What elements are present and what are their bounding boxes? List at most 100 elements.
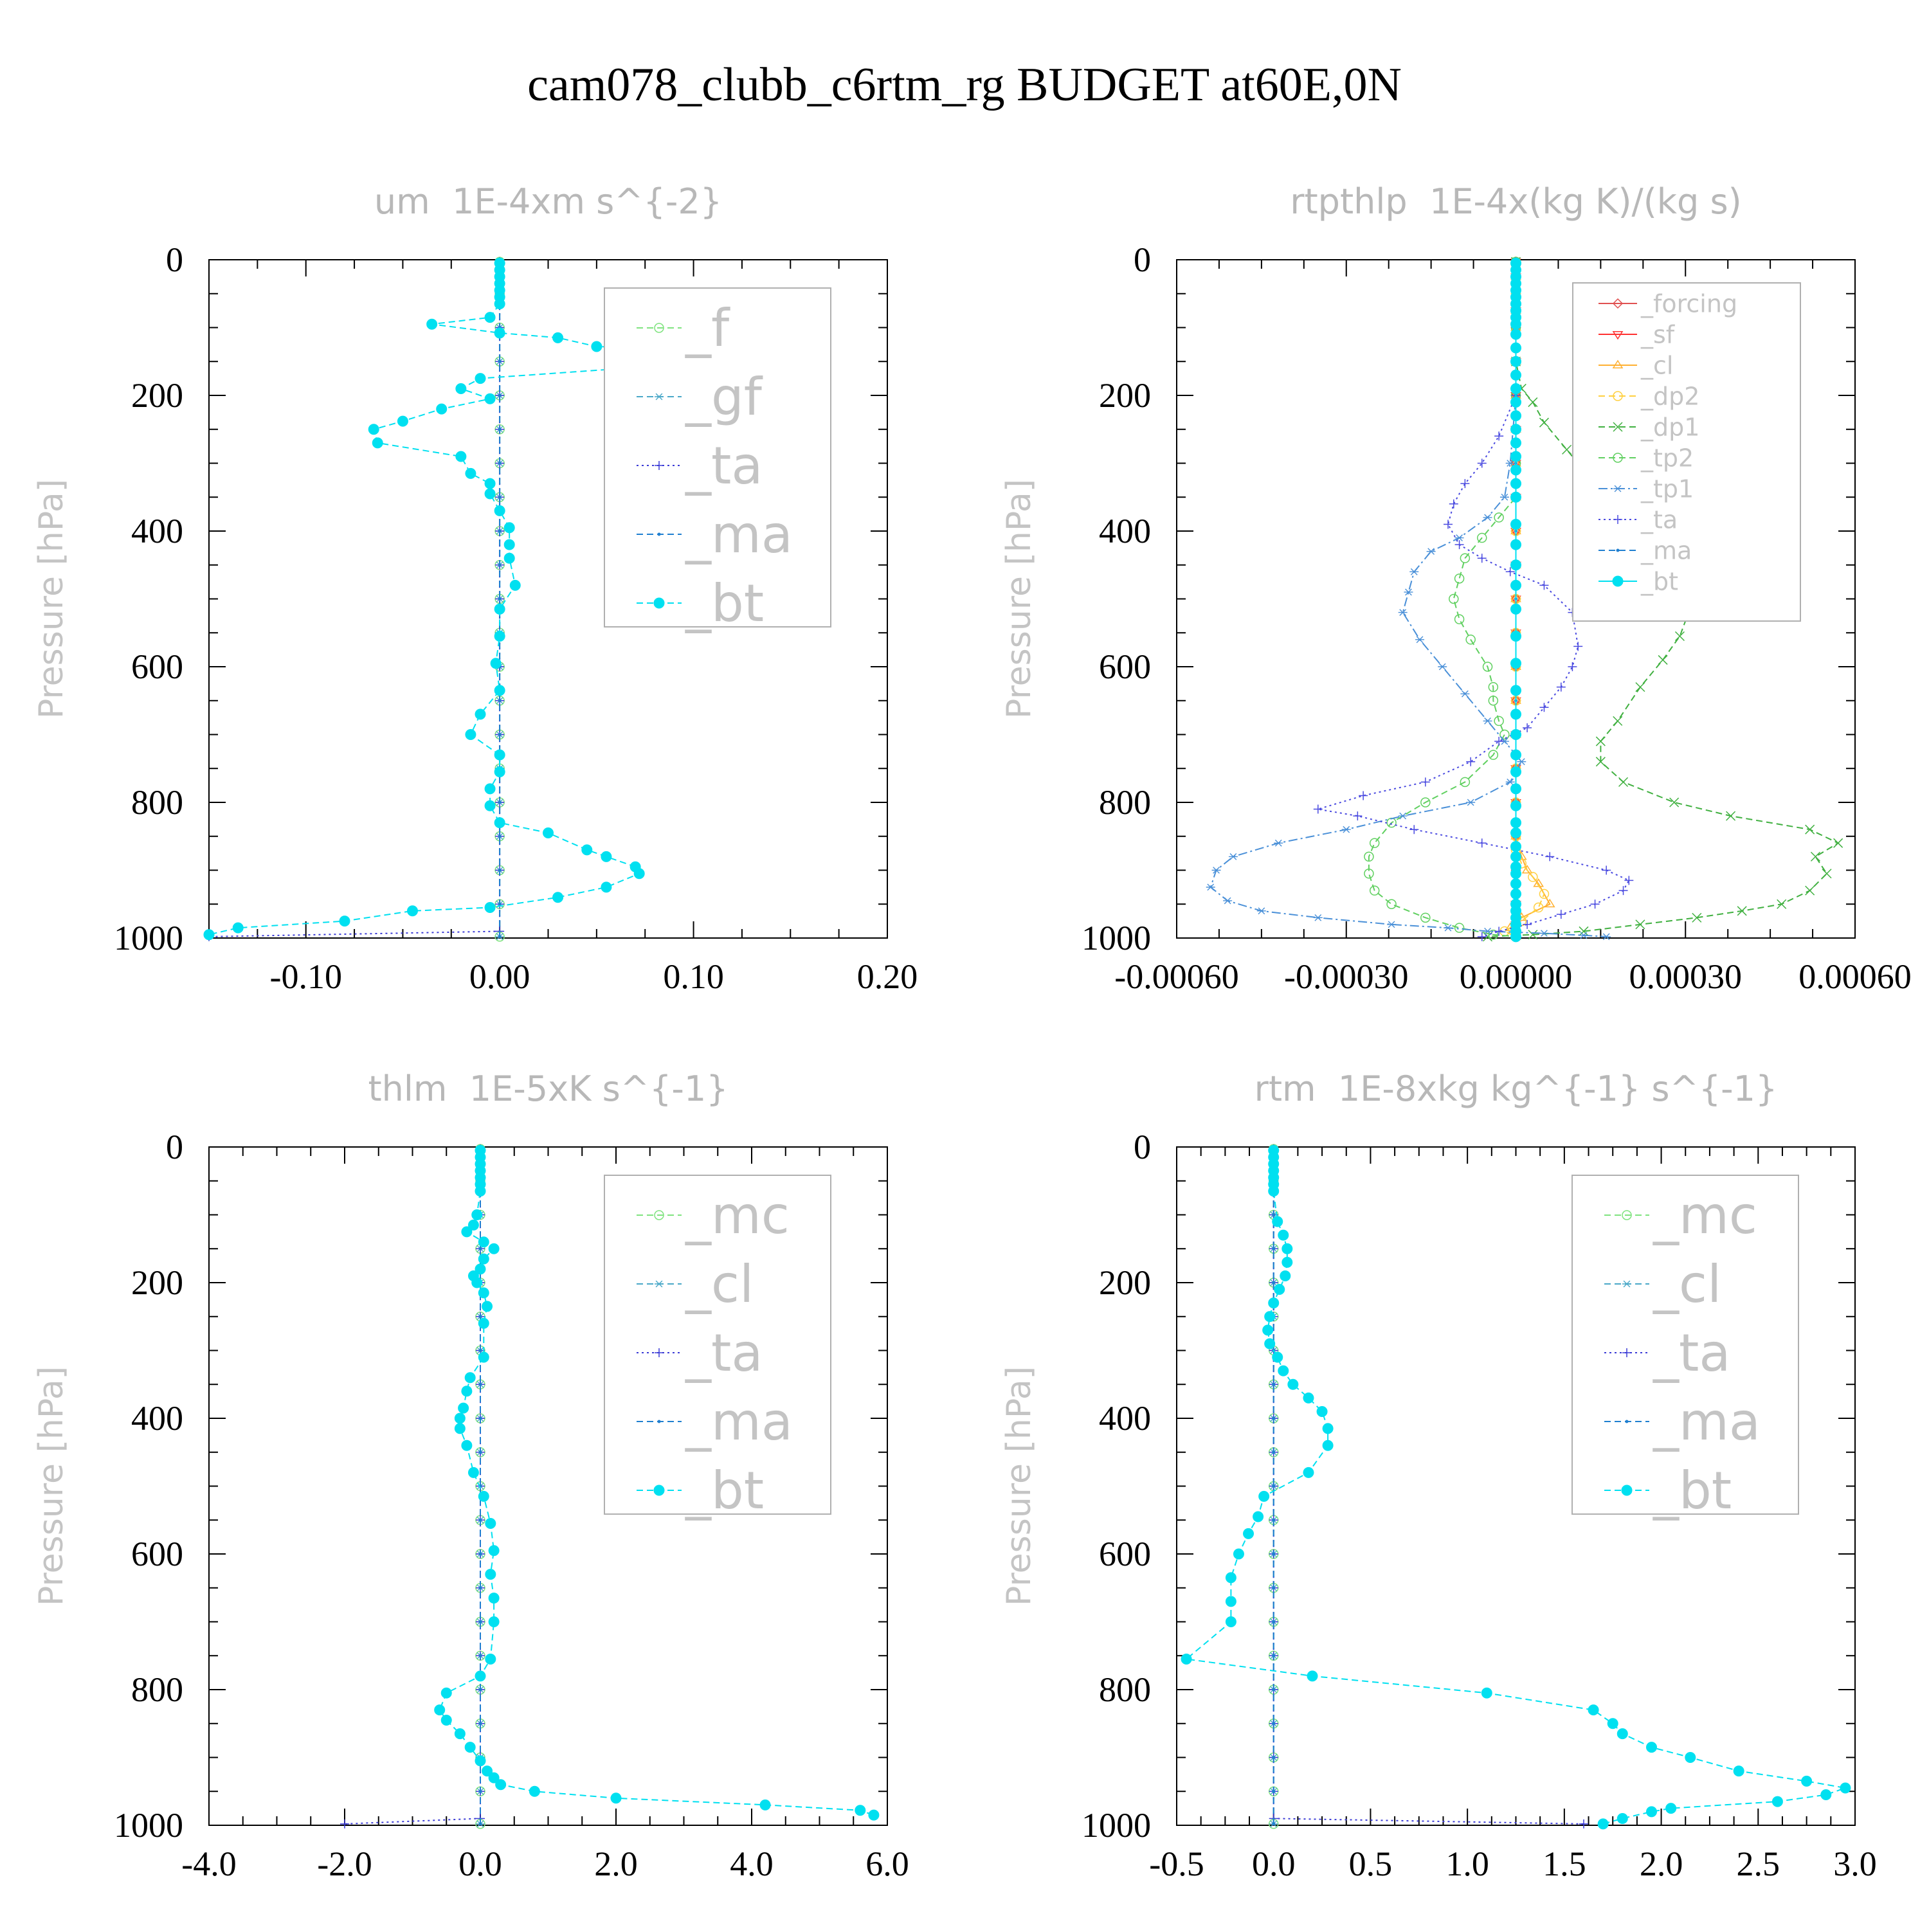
marker-shape xyxy=(1510,397,1521,408)
marker-shape xyxy=(1621,1485,1633,1496)
data-point xyxy=(1488,682,1499,692)
marker-shape xyxy=(440,1687,452,1699)
marker-shape xyxy=(1274,1284,1285,1296)
marker-shape xyxy=(1523,723,1532,732)
panel-title: um 1E-4xm s^{-2} xyxy=(374,181,722,222)
plot-area xyxy=(340,1144,880,1829)
data-point xyxy=(1810,851,1820,862)
data-point xyxy=(1510,464,1521,476)
marker-shape xyxy=(1477,458,1487,468)
series-polyline xyxy=(1487,262,1840,937)
data-point xyxy=(1510,766,1521,778)
marker-shape xyxy=(203,929,215,941)
marker-shape xyxy=(1505,567,1515,577)
data-point xyxy=(1274,839,1283,847)
marker-shape xyxy=(1646,1742,1657,1753)
marker-shape xyxy=(478,1586,482,1590)
data-point xyxy=(1264,1338,1276,1350)
marker-shape xyxy=(1281,1243,1293,1254)
marker-shape xyxy=(1313,914,1323,921)
marker-shape xyxy=(1316,1405,1328,1417)
legend-label: _ma xyxy=(685,505,793,564)
marker-shape xyxy=(1483,514,1492,521)
plot-area xyxy=(1206,256,1843,943)
marker-shape xyxy=(1287,1378,1299,1390)
marker-shape xyxy=(1272,1382,1276,1386)
marker-shape xyxy=(465,467,476,479)
series-line-ta xyxy=(340,1144,485,1828)
marker-shape xyxy=(1733,1765,1744,1777)
data-point xyxy=(1364,869,1374,879)
data-point xyxy=(484,902,496,914)
marker-shape xyxy=(1521,865,1533,874)
marker-shape xyxy=(1482,662,1493,672)
data-point xyxy=(1777,899,1787,909)
y-tick-label: 600 xyxy=(1099,1535,1151,1573)
data-point xyxy=(1579,932,1588,939)
data-point xyxy=(1528,930,1538,940)
data-point xyxy=(397,415,408,427)
marker-shape xyxy=(1579,1819,1588,1828)
data-point xyxy=(503,539,515,550)
data-point xyxy=(471,1277,483,1288)
data-point xyxy=(467,1467,479,1478)
data-point xyxy=(1274,1284,1285,1296)
legend-item: _forcing xyxy=(1598,289,1737,318)
data-point xyxy=(1369,885,1380,896)
marker-shape xyxy=(1420,797,1431,808)
series-polyline xyxy=(1368,262,1517,937)
data-point xyxy=(1272,1654,1276,1657)
marker-shape xyxy=(494,603,505,615)
marker-shape xyxy=(1510,410,1521,422)
marker-shape xyxy=(1444,519,1453,529)
data-point xyxy=(458,1402,469,1414)
marker-shape xyxy=(1805,885,1815,896)
marker-shape xyxy=(478,1247,482,1250)
data-point xyxy=(1805,824,1815,835)
marker-shape xyxy=(503,552,515,564)
marker-shape xyxy=(1510,888,1521,899)
marker-shape xyxy=(1454,614,1465,624)
data-point xyxy=(1303,1467,1314,1478)
chart-panel-2: rtpthlp 1E-4x(kg K)/(kg s) Pressure [hPa]… xyxy=(1000,181,1912,996)
marker-shape xyxy=(1272,1485,1276,1488)
marker-shape xyxy=(498,359,502,363)
legend-label: _bt xyxy=(685,1461,764,1521)
y-tick-label: 1000 xyxy=(114,919,183,957)
y-tick-label: 200 xyxy=(1099,376,1151,415)
data-point xyxy=(1737,906,1747,916)
marker-shape xyxy=(543,827,554,838)
marker-shape xyxy=(478,1287,489,1299)
series-line-dp2 xyxy=(1499,257,1550,942)
y-tick-label: 800 xyxy=(1099,783,1151,822)
data-point xyxy=(1822,869,1832,879)
marker-shape xyxy=(475,1670,486,1682)
data-point xyxy=(1635,919,1645,930)
marker-shape xyxy=(1612,359,1624,368)
legend-item: _ma xyxy=(637,505,793,564)
legend-item: _f xyxy=(637,298,730,358)
data-point xyxy=(498,835,502,838)
marker-shape xyxy=(1579,932,1588,939)
marker-shape xyxy=(1460,553,1471,563)
marker-shape xyxy=(1602,865,1611,875)
marker-shape xyxy=(1280,1270,1291,1281)
marker-shape xyxy=(498,393,502,397)
y-tick-label: 200 xyxy=(131,1263,183,1302)
marker-shape xyxy=(494,298,505,310)
marker-shape xyxy=(482,1765,493,1777)
legend-item: _mc xyxy=(1604,1186,1757,1245)
data-point xyxy=(485,1654,496,1665)
marker-shape xyxy=(498,733,502,736)
data-point xyxy=(1488,929,1499,940)
data-point xyxy=(610,1792,622,1804)
data-point xyxy=(484,783,496,795)
data-point xyxy=(1510,841,1521,853)
marker-shape xyxy=(1820,1789,1832,1801)
marker-shape xyxy=(1488,750,1499,760)
legend-swatch-marker xyxy=(1613,485,1622,492)
marker-shape xyxy=(1805,824,1815,835)
chart-panel-4: rtm 1E-8xkg kg^{-1} s^{-1} Pressure [hPa]… xyxy=(1000,1069,1877,1883)
x-tick-label: -0.00030 xyxy=(1284,957,1408,996)
